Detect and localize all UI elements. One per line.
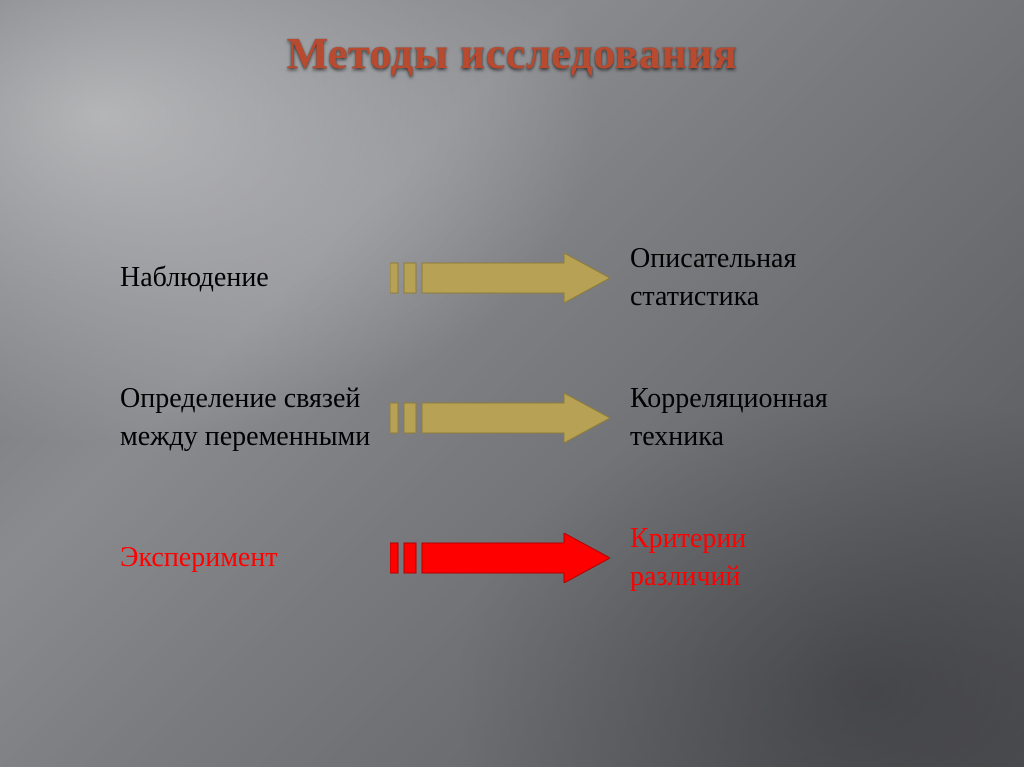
right-line2: различий — [630, 558, 960, 596]
arrow-right-icon — [380, 253, 620, 303]
right-line1: Корреляционная — [630, 380, 960, 418]
method-left-label: Эксперимент — [0, 539, 380, 577]
arrow-right-icon — [380, 393, 620, 443]
right-line2: статистика — [630, 278, 960, 316]
slide-title: Методы исследования — [0, 28, 1024, 79]
right-line1: Описательная — [630, 240, 960, 278]
method-left-label: Определение связей между переменными — [0, 380, 380, 456]
slide-container: Методы исследования Наблюдение Описательн… — [0, 0, 1024, 767]
method-right-label: Корреляционная техника — [620, 380, 960, 456]
arrow-right-icon — [380, 533, 620, 583]
right-line2: техника — [630, 418, 960, 456]
method-left-label: Наблюдение — [0, 259, 380, 297]
method-row: Определение связей между переменными Корр… — [0, 380, 1024, 456]
method-row: Наблюдение Описательная статистика — [0, 240, 1024, 316]
method-right-label: Критерии различий — [620, 520, 960, 596]
method-row: Эксперимент Критерии различий — [0, 520, 1024, 596]
method-right-label: Описательная статистика — [620, 240, 960, 316]
right-line1: Критерии — [630, 520, 960, 558]
